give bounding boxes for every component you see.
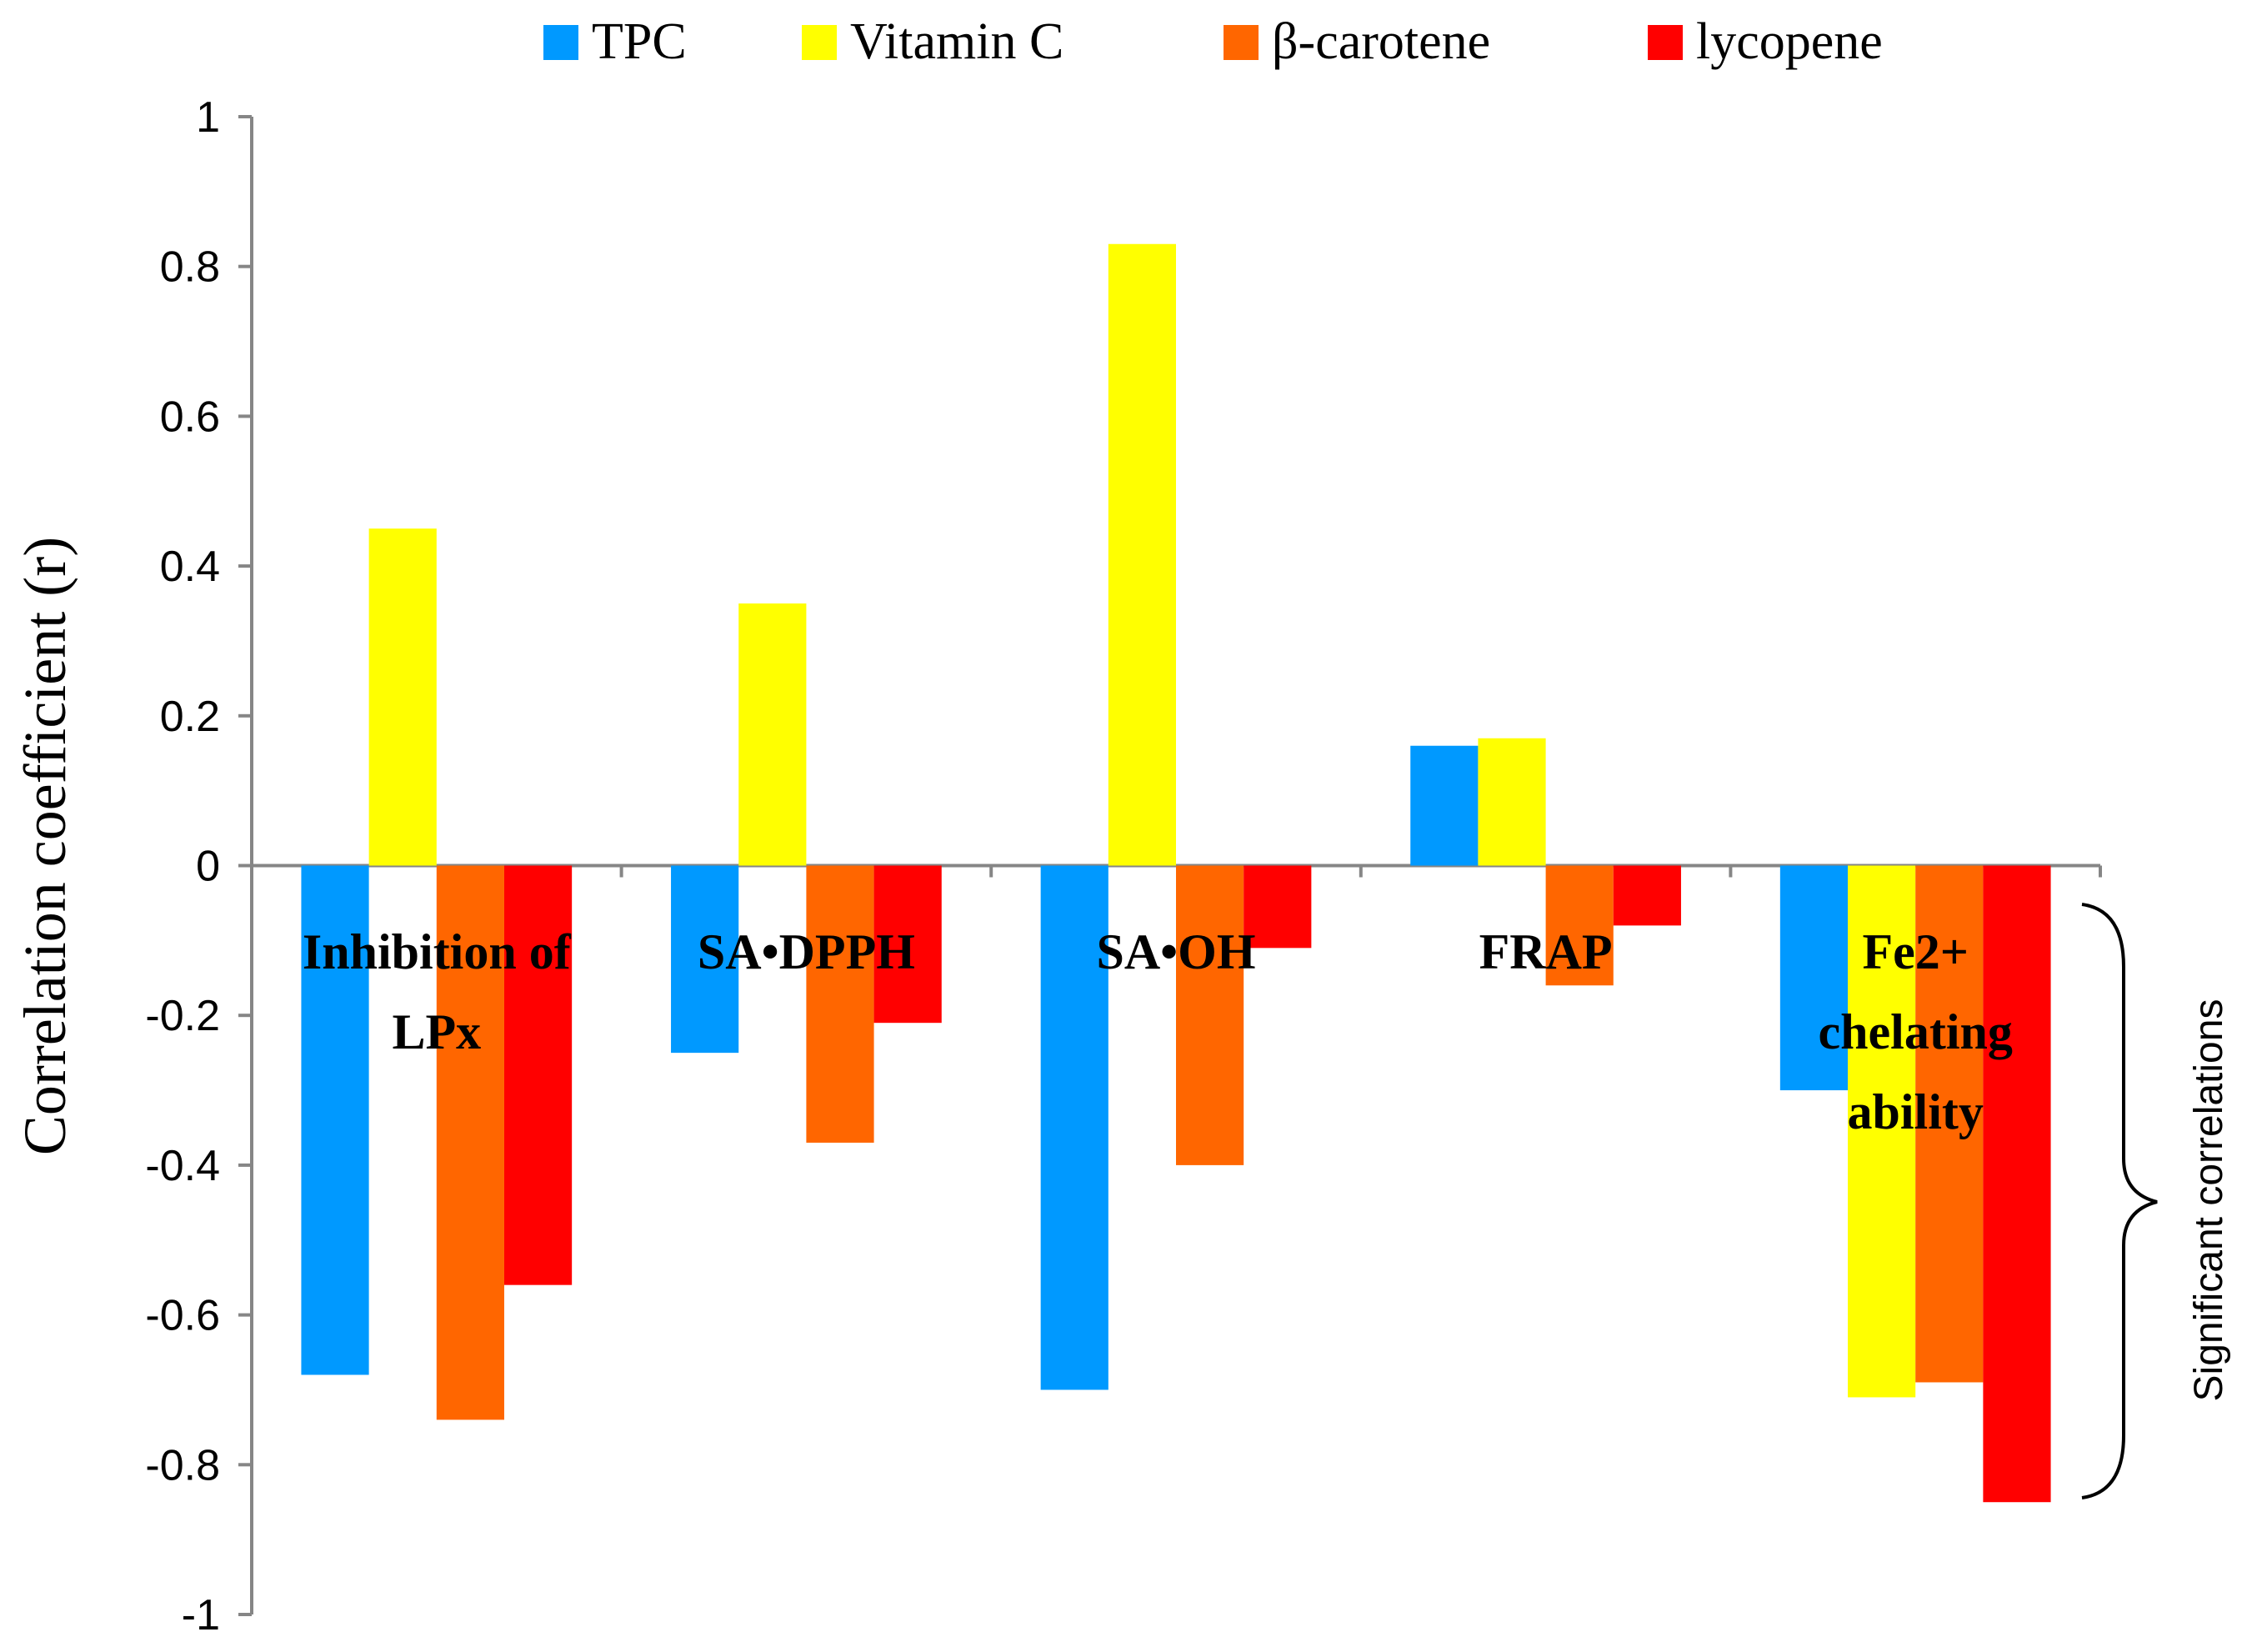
legend-label: β-carotene bbox=[1272, 13, 1490, 70]
bar-vitamin-c-4 bbox=[1478, 738, 1546, 866]
y-tick-label: 1 bbox=[196, 93, 220, 142]
category-label: SA•OH bbox=[1096, 924, 1255, 979]
bar-lycopene-5 bbox=[1983, 865, 2051, 1503]
legend-label: Vitamin C bbox=[850, 13, 1063, 70]
category-label: chelating bbox=[1819, 1004, 2013, 1059]
bar--carotene-5 bbox=[1915, 865, 1984, 1383]
bar-vitamin-c-5 bbox=[1848, 865, 1916, 1398]
bar-tpc-5 bbox=[1779, 865, 1849, 1091]
category-label: FRAP bbox=[1479, 924, 1613, 979]
category-label: SA•DPPH bbox=[698, 924, 915, 979]
y-tick-label: 0.8 bbox=[160, 243, 220, 292]
brace-icon bbox=[2081, 903, 2158, 1499]
y-tick-label: 0.4 bbox=[160, 543, 220, 591]
y-tick-label: -0.2 bbox=[145, 992, 220, 1040]
category-label: Inhibition of bbox=[303, 924, 572, 979]
y-tick-label: -0.8 bbox=[145, 1441, 220, 1489]
bar-tpc-1 bbox=[301, 865, 369, 1375]
category-label: ability bbox=[1848, 1084, 1984, 1139]
y-tick-label: 0 bbox=[196, 843, 220, 891]
legend: TPC Vitamin C β-carotene lycopene bbox=[543, 13, 1883, 70]
legend-swatch bbox=[1224, 25, 1259, 60]
legend-swatch bbox=[802, 25, 837, 60]
legend-label: lycopene bbox=[1696, 13, 1883, 70]
bars bbox=[301, 243, 2051, 1503]
legend-label: TPC bbox=[592, 13, 687, 70]
y-tick-label: -0.4 bbox=[145, 1142, 220, 1190]
bar--carotene-2 bbox=[806, 865, 874, 1143]
bar-tpc-4 bbox=[1410, 745, 1479, 866]
y-tick-label: -1 bbox=[182, 1591, 220, 1639]
bar-vitamin-c-2 bbox=[738, 603, 807, 866]
bar-lycopene-4 bbox=[1613, 865, 1681, 926]
bar-lycopene-3 bbox=[1244, 865, 1312, 949]
category-labels: Inhibition of LPx SA•DPPH SA•OH FRAP Fe2+ chel… bbox=[303, 924, 2013, 1139]
bar-tpc-3 bbox=[1040, 865, 1108, 1390]
y-tick-label: 0.6 bbox=[160, 393, 220, 441]
legend-swatch bbox=[1648, 25, 1683, 60]
bar-vitamin-c-3 bbox=[1108, 243, 1176, 866]
y-tick-label: 0.2 bbox=[160, 693, 220, 741]
significance-annotation: Significant correlations bbox=[2081, 903, 2231, 1499]
bar-vitamin-c-1 bbox=[368, 528, 437, 866]
annotation-text: Significant correlations bbox=[2187, 999, 2231, 1402]
legend-swatch bbox=[543, 25, 578, 60]
bar-lycopene-2 bbox=[873, 865, 942, 1024]
bar--carotene-1 bbox=[436, 865, 504, 1420]
y-axis-label: Correlation coefficient (r) bbox=[12, 537, 78, 1155]
y-tick-label: -0.6 bbox=[145, 1292, 220, 1340]
bar--carotene-3 bbox=[1176, 865, 1244, 1165]
bar-tpc-2 bbox=[671, 865, 739, 1054]
bar--carotene-4 bbox=[1545, 865, 1614, 986]
category-label: LPx bbox=[392, 1004, 481, 1059]
category-label: Fe2+ bbox=[1862, 924, 1968, 979]
bar-lycopene-1 bbox=[503, 865, 573, 1285]
